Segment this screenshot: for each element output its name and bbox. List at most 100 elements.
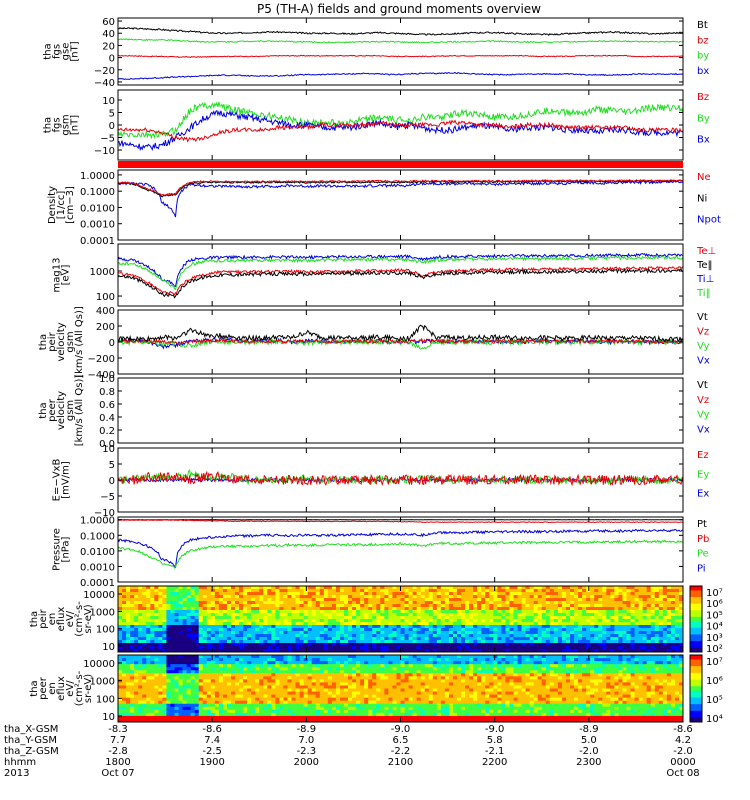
- ytick-label: 60: [102, 17, 115, 28]
- panel-ylabel-line: mag13: [52, 258, 63, 293]
- series-bx: [118, 71, 683, 80]
- panel-ylabel-line: [1/cc]: [56, 191, 67, 220]
- panel-ylabel-line: eV/: [65, 610, 76, 627]
- ytick-label: 10: [102, 642, 115, 653]
- panel-ylabel-line: [nPa]: [61, 536, 72, 562]
- ytick-label: 1.0: [99, 374, 115, 385]
- panel-ylabel-line: sr-eV): [83, 604, 94, 633]
- series-by: [118, 38, 683, 44]
- ytick-label: −200: [88, 354, 115, 365]
- xaxis-tick-y: 5.8: [487, 735, 503, 746]
- ytick-label: 1000: [90, 677, 115, 688]
- ytick-label: −400: [88, 370, 115, 381]
- ytick-label: 0: [109, 338, 115, 349]
- panel-ylabel-line: tha: [43, 117, 54, 133]
- panel-ylabel-line: peir: [38, 608, 49, 628]
- ytick-label: 20: [102, 41, 115, 52]
- ytick-label: 0.0: [99, 439, 115, 450]
- panel-frame: [117, 516, 684, 583]
- ytick-label: 0.0100: [80, 203, 115, 214]
- legend-Pe: Pe: [697, 549, 709, 560]
- legend-Vz: Vz: [697, 327, 709, 338]
- xaxis-row-label: 2013: [4, 768, 29, 779]
- ytick-label: 0.4: [99, 413, 115, 424]
- series-Vz: [118, 337, 683, 345]
- ytick-label: 40: [102, 29, 115, 40]
- legend-Te⊥: Te⊥: [696, 246, 716, 257]
- panel-ylabel-line: [cm−3]: [65, 186, 76, 224]
- series-bz: [118, 54, 683, 58]
- panel-ylabel-line: [km/s (All Qs)]: [74, 375, 85, 447]
- legend-Ti‖: Ti‖: [696, 288, 711, 299]
- panel-ylabel-line: [nT]: [70, 41, 81, 61]
- panel-ylabel-line: tha: [38, 334, 49, 350]
- xaxis-row-label: tha_Z-GSM: [4, 746, 59, 757]
- quality-flag-bar: [118, 161, 683, 168]
- colorbar-tick-label: 10⁶: [706, 599, 723, 610]
- ytick-label: 0: [109, 121, 115, 132]
- panel-ylabel-line: [eV]: [61, 265, 72, 286]
- ytick-label: 0.0010: [80, 220, 115, 231]
- xaxis-row-label: tha_Y-GSM: [4, 735, 57, 746]
- xaxis-tick-y: 6.5: [393, 735, 409, 746]
- panel-ylabel-line: Density: [47, 186, 58, 224]
- legend-Bx: Bx: [697, 135, 710, 146]
- legend-Te‖: Te‖: [696, 260, 713, 271]
- xaxis-tick-x: -8.9: [297, 724, 317, 735]
- panel-ylabel-line: gsm: [65, 400, 76, 421]
- legend-Ex: Ex: [697, 489, 709, 500]
- ytick-label: 10000: [83, 659, 115, 670]
- xaxis-row-label: hhmm: [4, 757, 36, 768]
- ytick-label: 0.1000: [80, 531, 115, 542]
- series-Pi: [118, 528, 683, 569]
- ytick-label: 100: [96, 292, 115, 303]
- ytick-label: 0.6: [99, 400, 115, 411]
- panel-stack: thafgsgse[nT]6040200−20−40Btbzbybxthafgs…: [29, 17, 723, 725]
- panel-ylabel-line: fgs: [52, 117, 63, 132]
- panel-4: mag13[eV] 1000 100 Te⊥ Te‖ Ti⊥ Ti‖: [52, 243, 716, 307]
- legend-Vt: Vt: [697, 380, 708, 391]
- panel-ylabel-line: tha: [29, 680, 40, 696]
- ytick-label: −5: [100, 492, 115, 503]
- legend-Vy: Vy: [697, 410, 710, 421]
- ytick-label: −10: [94, 146, 115, 157]
- ytick-label: 0.0100: [80, 547, 115, 558]
- ytick-label: 1.0000: [80, 171, 115, 182]
- series-Te‖: [118, 267, 683, 299]
- xaxis-tick-t: 2300: [576, 757, 601, 768]
- legend-Vz: Vz: [697, 395, 709, 406]
- panel-ylabel-line: tha: [29, 611, 40, 627]
- panel-ylabel-line: peer: [38, 676, 49, 700]
- legend-Ti⊥: Ti⊥: [696, 274, 714, 285]
- colorbar-tick-label: 10²: [706, 644, 723, 655]
- ytick-label: 0.8: [99, 387, 115, 398]
- ytick-label: 0.1000: [80, 187, 115, 198]
- series-Ez: [118, 470, 683, 487]
- panel-ylabel-line: peer: [47, 398, 58, 422]
- legend-Pb: Pb: [697, 534, 709, 545]
- legend-Pi: Pi: [697, 563, 706, 574]
- ytick-label: 5: [109, 109, 115, 120]
- colorbar-tick-label: 10⁴: [706, 622, 723, 633]
- legend-Pt: Pt: [697, 519, 707, 530]
- series-Ti⊥: [118, 252, 683, 287]
- legend-Ni: Ni: [697, 193, 707, 204]
- xaxis-row-label: tha_X-GSM: [4, 724, 58, 735]
- ytick-label: 5: [109, 460, 115, 471]
- series-Bx: [118, 109, 683, 152]
- panel-ylabel-line: eflux: [56, 676, 67, 701]
- ytick-label: 10: [102, 712, 115, 723]
- ytick-label: 0.0010: [80, 562, 115, 573]
- xaxis-tick-z: -2.0: [673, 746, 693, 757]
- colorbar-tick-label: 10³: [706, 633, 723, 644]
- xaxis-tick-t: 2000: [294, 757, 319, 768]
- legend-Npot: Npot: [697, 215, 721, 226]
- panel-ylabel-line: gse: [61, 43, 72, 61]
- colorbar-tick-label: 10⁵: [706, 695, 723, 706]
- legend-Vx: Vx: [697, 356, 710, 367]
- xaxis-tick-z: -2.5: [202, 746, 222, 757]
